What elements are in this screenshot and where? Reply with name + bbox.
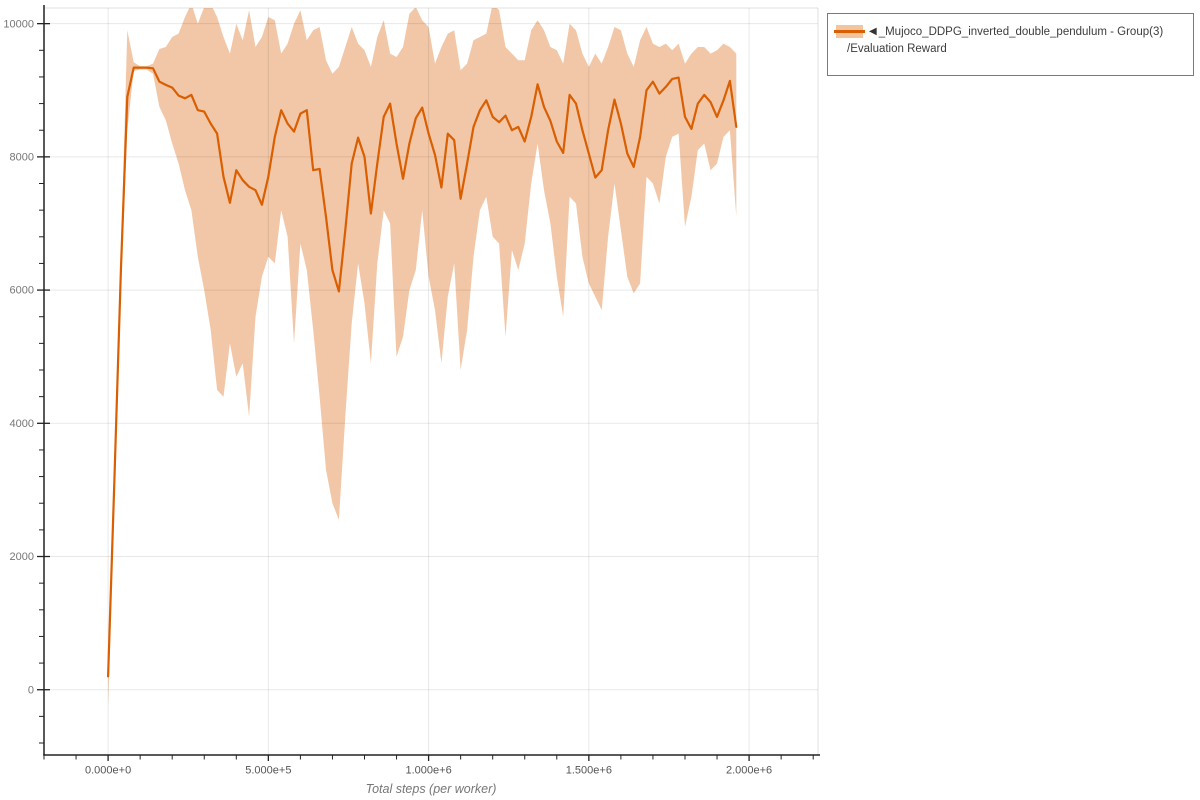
series-line-sample	[834, 30, 865, 33]
x-tick-label: 2.000e+6	[726, 765, 772, 777]
gridlines	[44, 8, 818, 755]
legend-entry[interactable]: ◀ _Mujoco_DDPG_inverted_double_pendulum …	[828, 14, 1193, 38]
x-tick-label: 1.500e+6	[566, 765, 612, 777]
x-axis-label: Total steps (per worker)	[366, 782, 497, 796]
x-tick-label: 0.000e+0	[85, 765, 131, 777]
y-tick-label: 10000	[3, 18, 34, 30]
y-tick-label: 6000	[10, 285, 34, 297]
legend-series-name: _Mujoco_DDPG_inverted_double_pendulum - …	[878, 25, 1164, 38]
y-tick-label: 4000	[10, 418, 34, 430]
x-tick-label: 5.000e+5	[245, 765, 291, 777]
tick-labels: 10000 8000 6000 4000 2000 0 0.000e+0 5.000e+5 1.…	[3, 18, 772, 776]
legend-metric-name: /Evaluation Reward	[847, 43, 947, 55]
mean-reward-line	[107, 66, 738, 678]
y-tick-label: 8000	[10, 151, 34, 163]
series-color-swatch	[834, 25, 865, 38]
legend-box: ◀ _Mujoco_DDPG_inverted_double_pendulum …	[827, 13, 1194, 76]
axes	[37, 5, 820, 761]
y-tick-label: 2000	[10, 551, 34, 563]
plot-border	[44, 7, 819, 755]
collapse-arrow-icon[interactable]: ◀	[869, 26, 877, 37]
y-tick-label: 0	[28, 684, 34, 696]
x-tick-label: 1.000e+6	[406, 765, 452, 777]
confidence-band	[108, 8, 737, 707]
